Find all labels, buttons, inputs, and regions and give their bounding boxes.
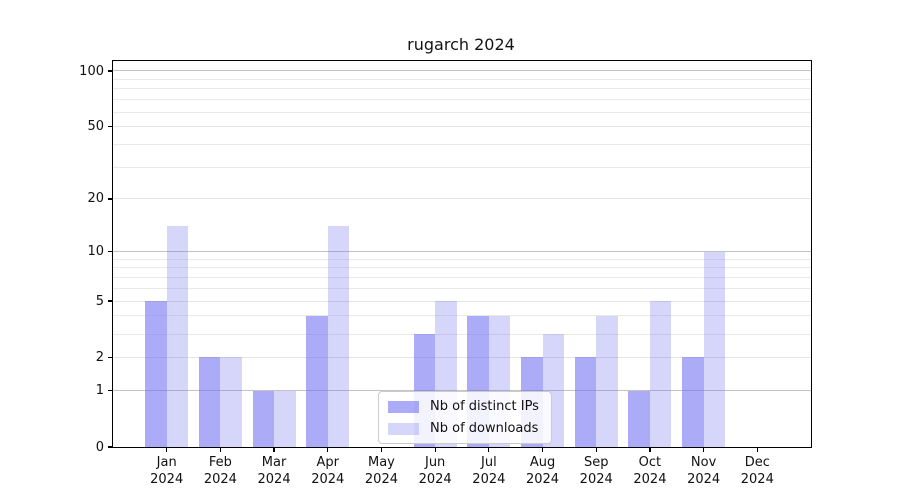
y-gridline-major (113, 389, 811, 391)
y-gridline-minor (113, 78, 811, 80)
x-tick-label: Apr 2024 (311, 455, 345, 487)
y-tick-mark (108, 198, 113, 200)
legend-swatch (388, 400, 419, 413)
bar-downloads (327, 226, 350, 447)
bar-downloads (649, 301, 672, 447)
x-tick-mark (434, 447, 436, 452)
y-gridline (113, 356, 811, 358)
legend: Nb of distinct IPs Nb of downloads (378, 391, 552, 444)
bar-downloads (703, 251, 726, 447)
x-tick-label: Oct 2024 (633, 455, 667, 487)
y-gridline-minor (113, 258, 811, 260)
y-gridline-minor (113, 88, 811, 90)
y-gridline-minor (113, 277, 811, 279)
bar-distinct-ips (306, 315, 328, 447)
bar-downloads (220, 357, 242, 447)
legend-row: Nb of distinct IPs (388, 399, 539, 414)
y-tick-label: 2 (95, 349, 104, 365)
y-gridline-minor (113, 333, 811, 335)
y-tick-label: 10 (87, 244, 104, 260)
x-tick-mark (541, 447, 544, 452)
x-tick-mark (649, 447, 651, 452)
y-tick-mark (108, 300, 113, 302)
y-gridline (113, 126, 811, 128)
y-gridline-major (113, 251, 811, 253)
y-tick-label: 5 (95, 293, 104, 309)
x-tick-mark (702, 447, 705, 452)
y-tick-label: 100 (79, 63, 104, 79)
x-tick-label: May 2024 (364, 455, 398, 487)
y-gridline-minor (113, 267, 811, 269)
y-tick-label: 1 (95, 383, 104, 399)
x-tick-label: Aug 2024 (525, 455, 560, 487)
bar-downloads (274, 390, 296, 447)
x-tick-label: Sep 2024 (579, 455, 613, 487)
y-tick-label: 20 (87, 191, 104, 207)
y-tick-mark (108, 446, 113, 448)
x-tick-label: Jun 2024 (418, 455, 452, 487)
y-gridline-minor (113, 99, 811, 101)
y-gridline-minor (113, 166, 811, 168)
x-tick-mark (327, 447, 329, 452)
x-tick-mark (595, 447, 597, 452)
x-tick-label: Mar 2024 (257, 455, 291, 487)
y-gridline-minor (113, 143, 811, 145)
y-gridline-major (113, 70, 811, 72)
legend-row: Nb of downloads (388, 421, 539, 436)
y-tick-mark (108, 70, 113, 72)
chart-title: rugarch 2024 (407, 35, 515, 54)
x-tick-label: Feb 2024 (203, 455, 237, 487)
x-tick-mark (756, 447, 758, 452)
legend-label: Nb of downloads (430, 421, 539, 436)
legend-label: Nb of distinct IPs (430, 399, 539, 414)
bar-distinct-ips (145, 301, 167, 447)
y-tick-mark (108, 356, 113, 359)
y-tick-label: 50 (87, 119, 104, 135)
y-gridline-minor (113, 111, 811, 113)
bar-downloads (166, 226, 189, 447)
x-tick-label: Nov 2024 (687, 455, 721, 487)
bar-distinct-ips (252, 390, 275, 447)
x-tick-mark (219, 447, 222, 452)
x-tick-mark (273, 447, 275, 452)
x-tick-label: Jul 2024 (472, 455, 506, 487)
bar-distinct-ips (198, 357, 221, 447)
x-tick-mark (380, 447, 383, 452)
y-tick-mark (108, 126, 113, 128)
bar-downloads (596, 315, 618, 447)
y-tick-mark (108, 250, 113, 253)
y-gridline (113, 300, 811, 302)
x-tick-mark (488, 447, 490, 452)
y-tick-label: 0 (95, 439, 104, 455)
bar-distinct-ips (682, 357, 704, 447)
x-tick-label: Jan 2024 (150, 455, 184, 487)
bar-distinct-ips (574, 357, 597, 447)
x-tick-label: Dec 2024 (740, 455, 774, 487)
y-gridline-minor (113, 287, 811, 289)
y-gridline (113, 198, 811, 200)
x-tick-mark (166, 447, 168, 452)
bar-distinct-ips (628, 390, 650, 447)
plot-area: Jan 2024 Feb 2024 Mar 2024 Apr 2024 May 2024 Jun 20… (79, 60, 812, 487)
y-gridline-minor (113, 315, 811, 317)
legend-swatch (388, 422, 419, 435)
y-tick-mark (108, 389, 113, 392)
